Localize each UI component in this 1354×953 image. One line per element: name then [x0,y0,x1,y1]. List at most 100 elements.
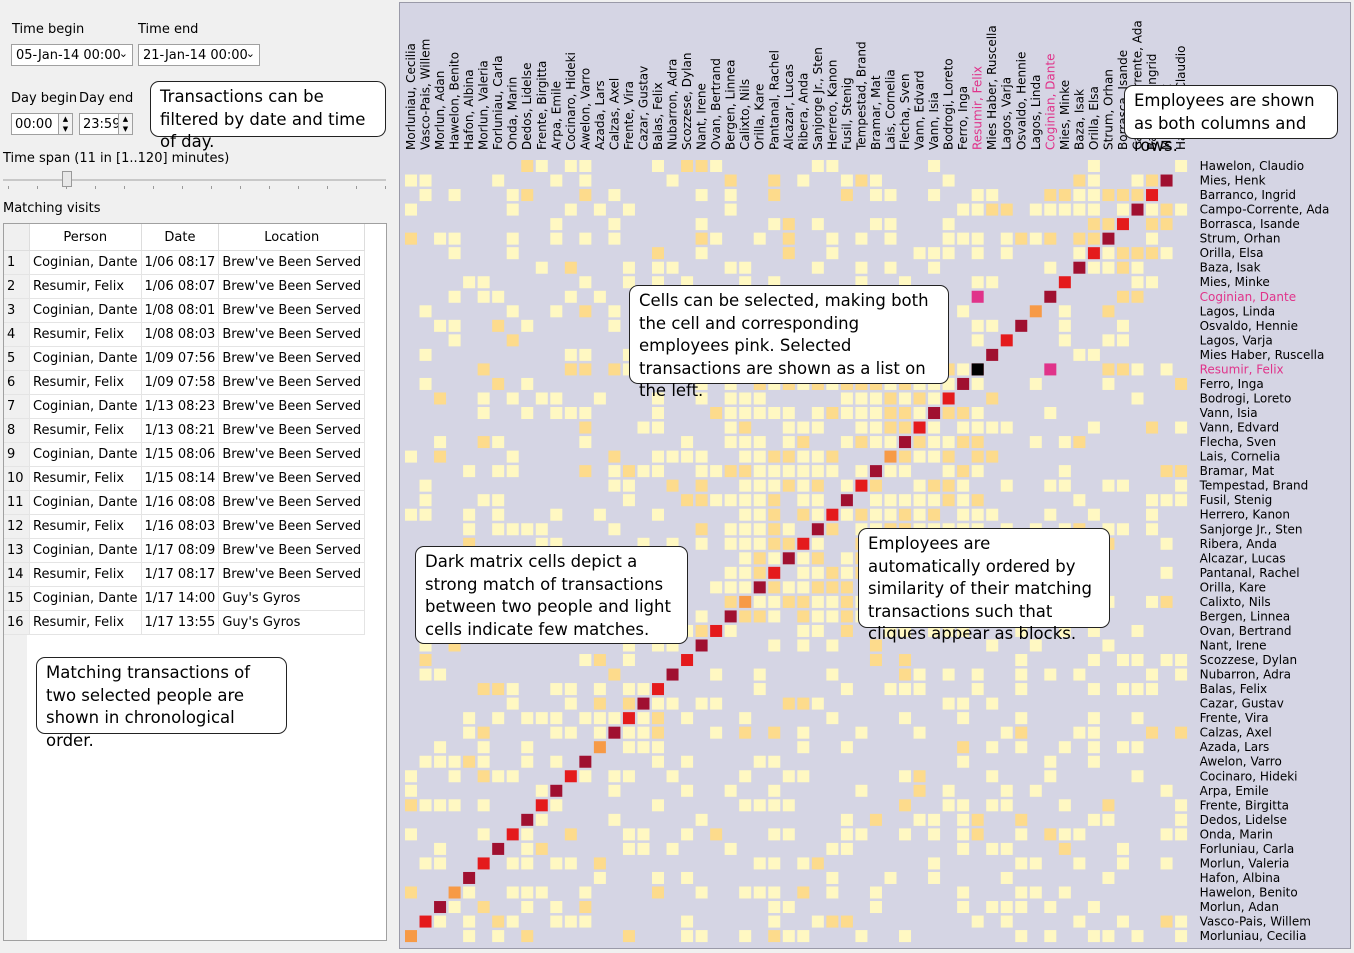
column-label[interactable]: Bodrogi, Loreto [942,58,956,150]
matrix-cell[interactable] [695,886,708,899]
matrix-cell[interactable] [608,232,621,245]
matrix-cell[interactable] [506,697,519,710]
matrix-cell[interactable] [739,566,752,579]
matrix-cell[interactable] [1000,871,1013,884]
matrix-diagonal-cell[interactable] [869,465,882,478]
matrix-cell[interactable] [695,624,708,637]
matrix-cell[interactable] [899,930,912,943]
matrix-cell[interactable] [1146,174,1159,187]
matrix-cell[interactable] [811,581,824,594]
matrix-cell[interactable] [942,407,955,420]
matrix-cell[interactable] [405,770,417,783]
matrix-cell[interactable] [913,508,926,521]
matrix-cell[interactable] [840,392,853,405]
matrix-cell[interactable] [1116,857,1129,870]
matrix-cell[interactable] [1015,857,1028,870]
matrix-cell[interactable] [477,755,490,768]
matrix-cell[interactable] [1175,799,1188,812]
matrix-cell[interactable] [724,523,737,536]
matrix-cell[interactable] [608,319,621,332]
matrix-cell[interactable] [1087,813,1100,826]
matrix-cell[interactable] [957,712,970,725]
matrix-cell[interactable] [1087,901,1100,914]
matrix-cell[interactable] [957,203,970,216]
matrix-cell[interactable] [782,523,795,536]
matrix-cell[interactable] [492,494,505,507]
matrix-cell[interactable] [1160,247,1173,260]
matrix-cell[interactable] [506,334,519,347]
matrix-cell[interactable] [855,407,868,420]
matrix-cell[interactable] [840,915,853,928]
matrix-cell[interactable] [1175,930,1188,943]
matrix-cell[interactable] [521,189,534,202]
matrix-diagonal-cell[interactable] [899,436,912,449]
matrix-cell[interactable] [739,523,752,536]
matrix-cell[interactable] [913,726,926,739]
matrix-cell[interactable] [1000,915,1013,928]
matrix-cell[interactable] [506,450,519,463]
matrix-cell[interactable] [826,523,839,536]
matrix-cell[interactable] [521,377,534,390]
matrix-cell[interactable] [884,218,897,231]
matrix-cell[interactable] [1175,421,1188,434]
matrix-cell[interactable] [593,392,606,405]
row-label[interactable]: Coginian, Dante [1200,290,1297,304]
matrix-cell[interactable] [957,436,970,449]
row-label[interactable]: Vann, Edvard [1200,421,1279,435]
matrix-cell[interactable] [550,726,563,739]
matrix-diagonal-cell[interactable] [1044,290,1057,303]
matrix-cell[interactable] [622,465,635,478]
matrix-cell[interactable] [419,479,432,492]
matrix-cell[interactable] [652,712,665,725]
matrix-cell[interactable] [855,930,868,943]
matrix-diagonal-cell[interactable] [1087,247,1100,260]
row-label[interactable]: Osvaldo, Hennie [1200,319,1298,333]
matrix-cell[interactable] [1087,160,1100,172]
matrix-cell[interactable] [695,610,708,623]
row-label[interactable]: Campo-Corrente, Ada [1200,203,1330,217]
matrix-cell[interactable] [855,232,868,245]
matrix-cell[interactable] [1175,465,1188,478]
matrix-cell[interactable] [971,465,984,478]
matrix-cell[interactable] [405,799,417,812]
matrix-cell[interactable] [1000,479,1013,492]
table-row[interactable]: 4 Resumir, Felix 1/08 08:03 Brew've Been Se… [4,322,366,347]
matrix-cell[interactable] [637,741,650,754]
matrix-cell[interactable] [652,421,665,434]
matrix-cell[interactable] [884,871,897,884]
matrix-cell[interactable] [811,595,824,608]
column-label[interactable]: Pantanal, Rachel [767,50,781,150]
matrix-diagonal-cell[interactable] [928,407,941,420]
matrix-cell[interactable] [753,392,766,405]
matrix-cell[interactable] [899,799,912,812]
column-label[interactable]: Coginian, Dante [1043,54,1057,151]
matrix-cell[interactable] [434,436,447,449]
matrix-cell[interactable] [753,407,766,420]
matrix-cell[interactable] [652,450,665,463]
matrix-cell[interactable] [448,232,461,245]
matrix-cell[interactable] [622,479,635,492]
matrix-cell[interactable] [1160,218,1173,231]
matrix-cell[interactable] [550,683,563,696]
matrix-cell[interactable] [957,465,970,478]
matrix-cell[interactable] [986,203,999,216]
matrix-cell[interactable] [1175,479,1188,492]
matrix-cell[interactable] [477,436,490,449]
matrix-cell[interactable] [608,712,621,725]
matrix-cell[interactable] [1102,363,1115,376]
matrix-cell[interactable] [1058,436,1071,449]
table-row[interactable]: 11 Coginian, Dante 1/16 08:08 Brew've Been … [4,490,366,515]
matrix-cell[interactable] [739,494,752,507]
matrix-cell[interactable] [768,610,781,623]
matrix-cell[interactable] [710,407,723,420]
matrix-cell[interactable] [840,581,853,594]
matrix-cell[interactable] [506,770,519,783]
matrix-cell[interactable] [579,407,592,420]
matrix-cell[interactable] [884,683,897,696]
matrix-cell[interactable] [957,755,970,768]
matrix-cell[interactable] [928,857,941,870]
matrix-diagonal-cell[interactable] [942,392,955,405]
matrix-cell[interactable] [942,465,955,478]
matrix-cell[interactable] [492,930,505,943]
matrix-cell[interactable] [710,465,723,478]
